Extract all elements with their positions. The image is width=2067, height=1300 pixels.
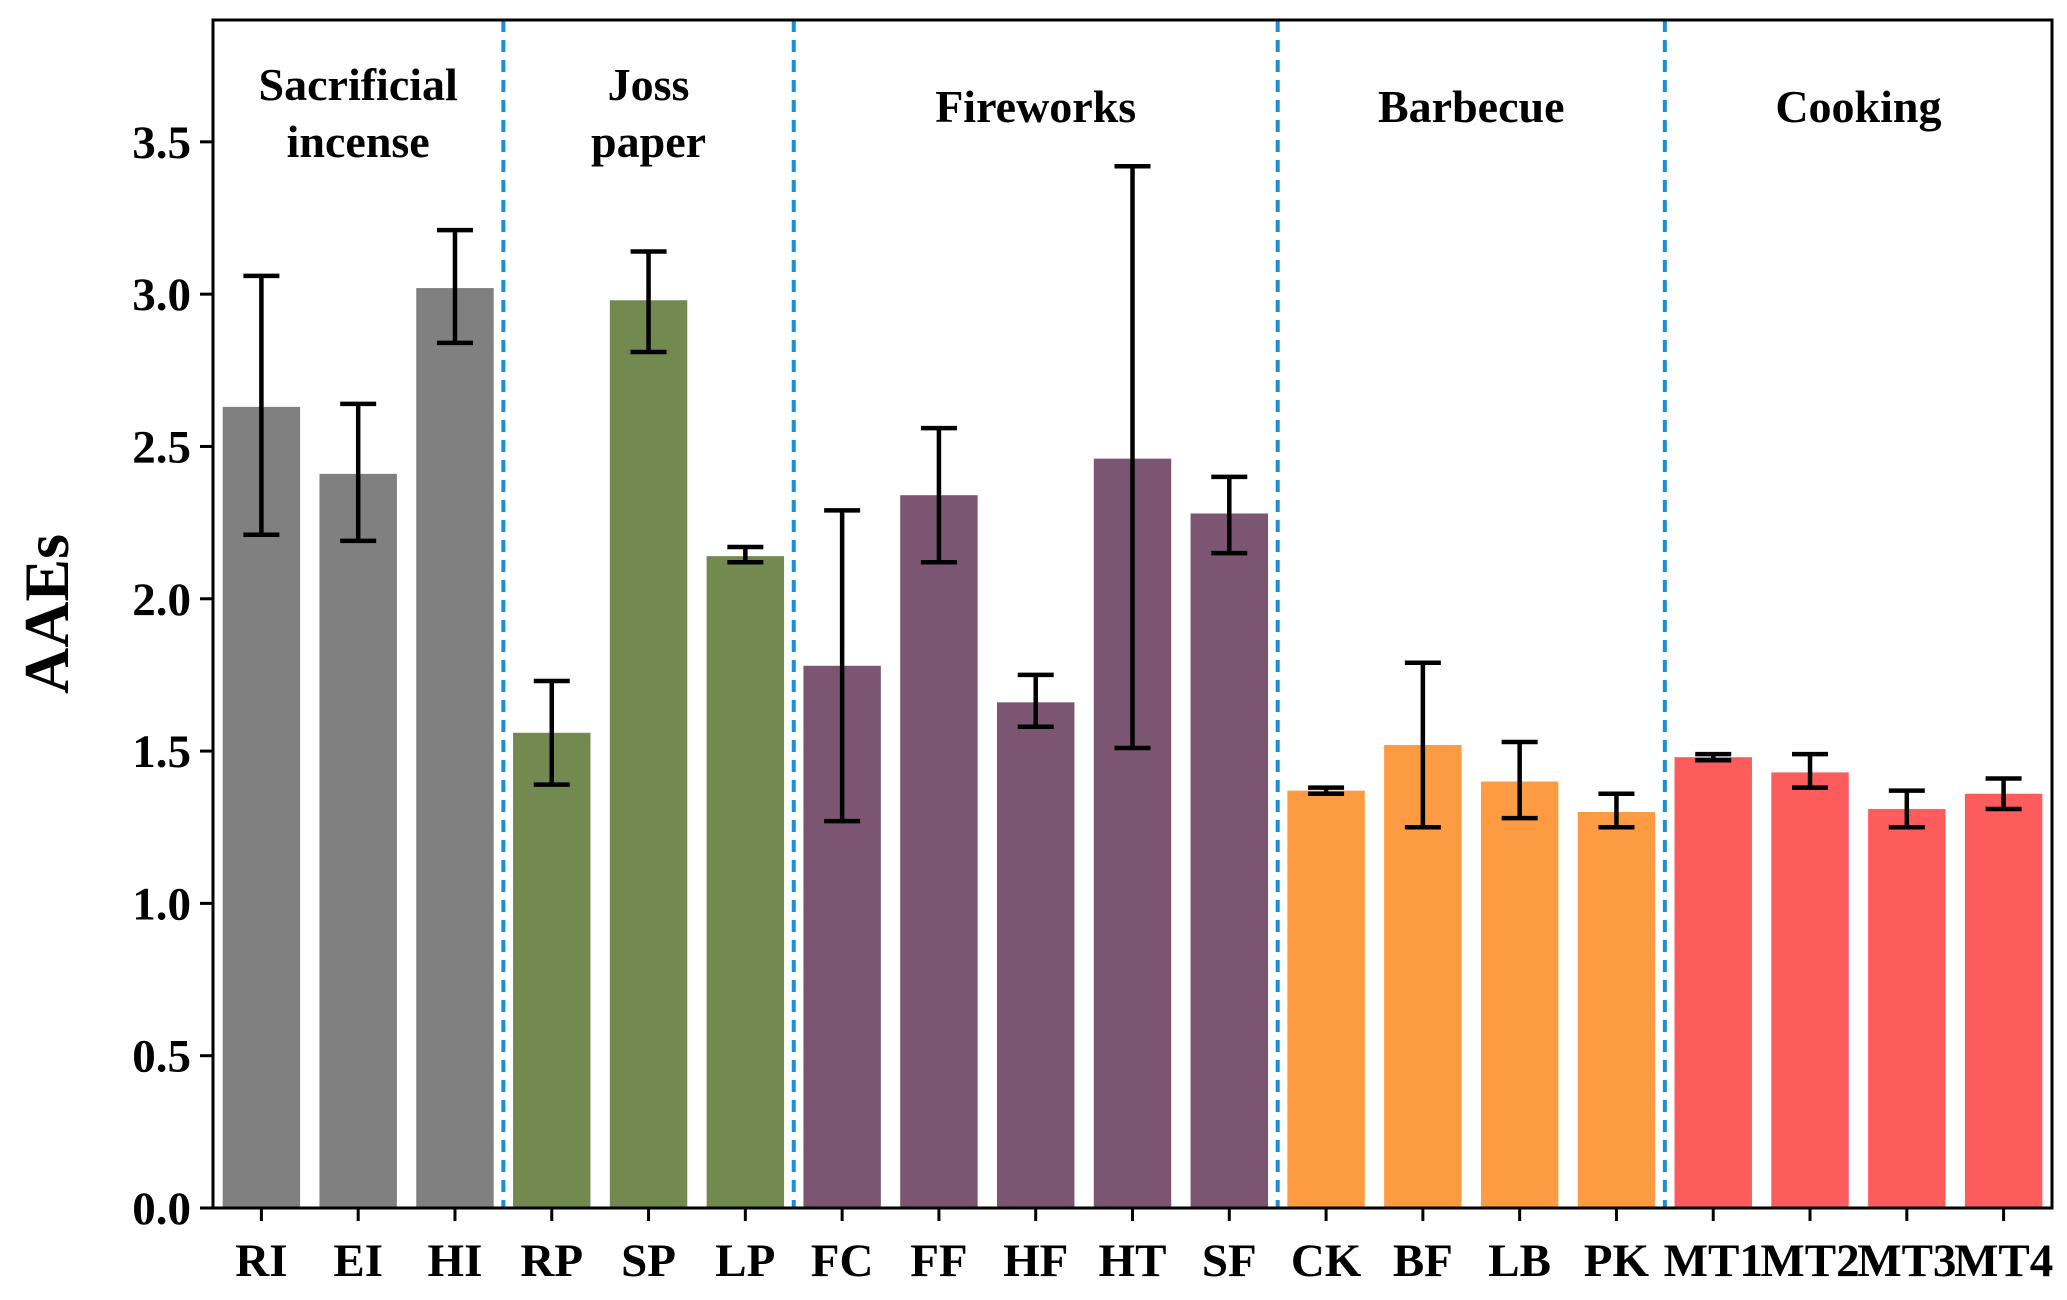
- y-tick-label: 2.0: [132, 574, 191, 626]
- group-dividers: [501, 20, 1667, 1208]
- x-tick-label-sp: SP: [621, 1235, 676, 1287]
- y-tick-label: 3.0: [132, 269, 191, 321]
- y-tick-label: 0.5: [132, 1031, 191, 1083]
- bar-lb: [1480, 781, 1559, 1208]
- bar-ck: [1287, 790, 1365, 1208]
- y-tick-label: 0.0: [132, 1183, 191, 1235]
- y-tick-label: 1.0: [132, 878, 191, 930]
- x-tick-label-hf: HF: [1003, 1235, 1068, 1287]
- bar-hf: [996, 702, 1075, 1208]
- group-label: Fireworks: [935, 81, 1136, 132]
- group-label-line: Joss: [608, 59, 690, 110]
- bar-mt2: [1771, 772, 1849, 1208]
- bars: [222, 288, 2043, 1209]
- y-axis-ticks: 0.0 0.5 1.0 1.5 2.0 2.5 3.0 3.5: [132, 117, 213, 1235]
- x-tick-label-ff: FF: [910, 1235, 967, 1287]
- bar-hi: [416, 288, 494, 1208]
- x-tick-label-ck: CK: [1291, 1235, 1362, 1287]
- x-tick-label-rp: RP: [520, 1235, 583, 1287]
- x-tick-label-fc: FC: [811, 1235, 874, 1287]
- plot-frame: [211, 18, 2054, 1210]
- group-label: Barbecue: [1378, 81, 1565, 132]
- x-tick-label-mt3: MT3: [1857, 1235, 1956, 1287]
- group-label-line: Sacrificial: [259, 59, 458, 110]
- x-tick-label-hi: HI: [428, 1235, 483, 1287]
- bar-sf: [1190, 513, 1269, 1208]
- x-tick-label-bf: BF: [1393, 1235, 1453, 1287]
- bar-mt1: [1674, 757, 1752, 1208]
- error-bars: [243, 163, 2022, 830]
- bar-ri: [222, 406, 301, 1208]
- group-label-line: incense: [287, 116, 430, 167]
- x-tick-label-lp: LP: [715, 1235, 775, 1287]
- group-label-line: paper: [591, 116, 706, 167]
- x-axis-ticks: RI EI HI RP SP LP FC FF HF HT SF CK BF LB PK MT1MT2MT3M…: [235, 1208, 2053, 1287]
- bar-mt3: [1868, 808, 1946, 1208]
- bar-ff: [900, 495, 978, 1208]
- group-labels: Sacrificial incense Joss paper Fireworks Barb…: [259, 59, 1942, 167]
- x-tick-label-mt2: MT2: [1760, 1235, 1859, 1287]
- y-tick-label: 3.5: [132, 117, 191, 169]
- bar-lp: [706, 556, 785, 1208]
- y-tick-label: 1.5: [132, 726, 191, 778]
- y-tick-label: 2.5: [132, 421, 191, 473]
- x-tick-label-ht: HT: [1099, 1235, 1167, 1287]
- bar-ei: [319, 473, 397, 1208]
- group-label: Cooking: [1775, 81, 1941, 132]
- x-tick-label-ei: EI: [333, 1235, 383, 1287]
- x-tick-label-pk: PK: [1584, 1235, 1650, 1287]
- bar-mt4: [1964, 793, 2043, 1208]
- bar-rp: [513, 732, 591, 1208]
- x-tick-label-mt1: MT1: [1664, 1235, 1763, 1287]
- x-tick-label-mt4: MT4: [1954, 1235, 2053, 1287]
- x-tick-label-ri: RI: [235, 1235, 287, 1287]
- x-tick-label-sf: SF: [1202, 1235, 1257, 1287]
- y-axis-label: AAEs: [11, 534, 82, 694]
- bar-sp: [609, 300, 688, 1208]
- bar-pk: [1577, 812, 1656, 1208]
- x-tick-label-lb: LB: [1488, 1235, 1551, 1287]
